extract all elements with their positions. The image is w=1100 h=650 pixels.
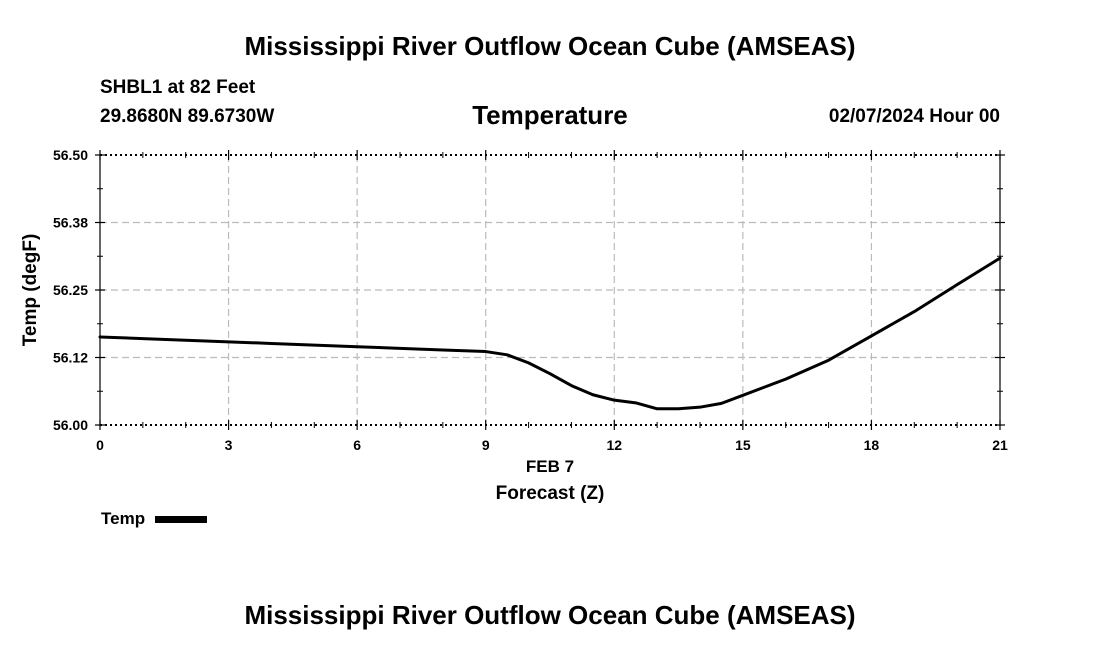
coordinates-label: 29.8680N 89.6730W [100, 106, 275, 127]
station-label: SHBL1 at 82 Feet [100, 77, 256, 98]
x-tick-label: 6 [353, 437, 361, 453]
page-footer-title: Mississippi River Outflow Ocean Cube (AM… [244, 600, 856, 630]
legend-label: Temp [101, 509, 146, 528]
legend: Temp [101, 509, 208, 529]
chart-title: Temperature [472, 100, 628, 130]
series-lines [98, 256, 1002, 411]
y-tick-label: 56.25 [53, 282, 88, 298]
datetime-label: 02/07/2024 Hour 00 [828, 106, 1000, 127]
x-tick-label: 15 [735, 437, 751, 453]
tick-labels: 0 3 6 9 12 15 18 21 56.00 56.12 56.25 56.38 56.50 [53, 147, 1008, 453]
x-tick-label: 18 [864, 437, 880, 453]
x-tick-label: 21 [992, 437, 1008, 453]
page-title: Mississippi River Outflow Ocean Cube (AM… [244, 31, 856, 61]
y-tick-label: 56.38 [53, 215, 88, 231]
x-axis-date-label: FEB 7 [525, 457, 575, 476]
x-tick-label: 3 [225, 437, 233, 453]
grid-lines [100, 155, 1000, 425]
axes [95, 150, 1005, 430]
x-tick-label: 9 [482, 437, 490, 453]
legend-line-swatch [155, 516, 208, 524]
x-axis-label: Forecast (Z) [495, 483, 605, 504]
y-tick-label: 56.12 [53, 350, 88, 366]
x-tick-label: 0 [96, 437, 104, 453]
y-tick-label: 56.50 [53, 147, 88, 163]
series-line-temp [98, 256, 1002, 411]
x-tick-label: 12 [606, 437, 622, 453]
y-axis-label: Temp (degF) [20, 234, 41, 347]
y-tick-label: 56.00 [53, 417, 88, 433]
